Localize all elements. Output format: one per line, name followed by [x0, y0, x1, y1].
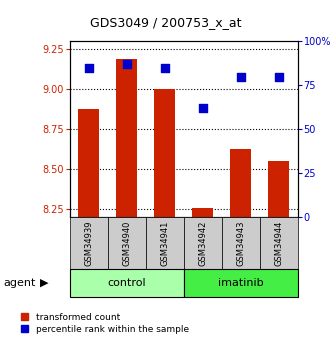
Point — [124, 61, 129, 67]
Bar — [154, 89, 175, 217]
Bar — [260, 217, 298, 269]
Bar — [192, 208, 213, 217]
Bar — [184, 269, 298, 297]
Text: ▶: ▶ — [40, 278, 49, 288]
Bar — [222, 217, 260, 269]
Bar — [268, 161, 289, 217]
Bar — [184, 217, 222, 269]
Bar — [116, 59, 137, 217]
Text: GSM34943: GSM34943 — [236, 220, 245, 266]
Bar — [230, 149, 251, 217]
Bar — [146, 217, 184, 269]
Point — [200, 106, 205, 111]
Bar — [70, 269, 184, 297]
Legend: transformed count, percentile rank within the sample: transformed count, percentile rank withi… — [21, 313, 189, 334]
Point — [86, 65, 91, 70]
Text: imatinib: imatinib — [218, 278, 263, 288]
Text: GSM34939: GSM34939 — [84, 220, 93, 266]
Point — [276, 74, 281, 79]
Bar — [78, 109, 99, 217]
Point — [238, 74, 244, 79]
Text: GSM34940: GSM34940 — [122, 220, 131, 266]
Text: GDS3049 / 200753_x_at: GDS3049 / 200753_x_at — [90, 16, 241, 29]
Text: GSM34942: GSM34942 — [198, 220, 207, 266]
Text: GSM34944: GSM34944 — [274, 220, 283, 266]
Text: agent: agent — [3, 278, 36, 288]
Text: GSM34941: GSM34941 — [160, 220, 169, 266]
Bar — [70, 217, 108, 269]
Point — [162, 65, 167, 70]
Text: control: control — [107, 278, 146, 288]
Bar — [108, 217, 146, 269]
